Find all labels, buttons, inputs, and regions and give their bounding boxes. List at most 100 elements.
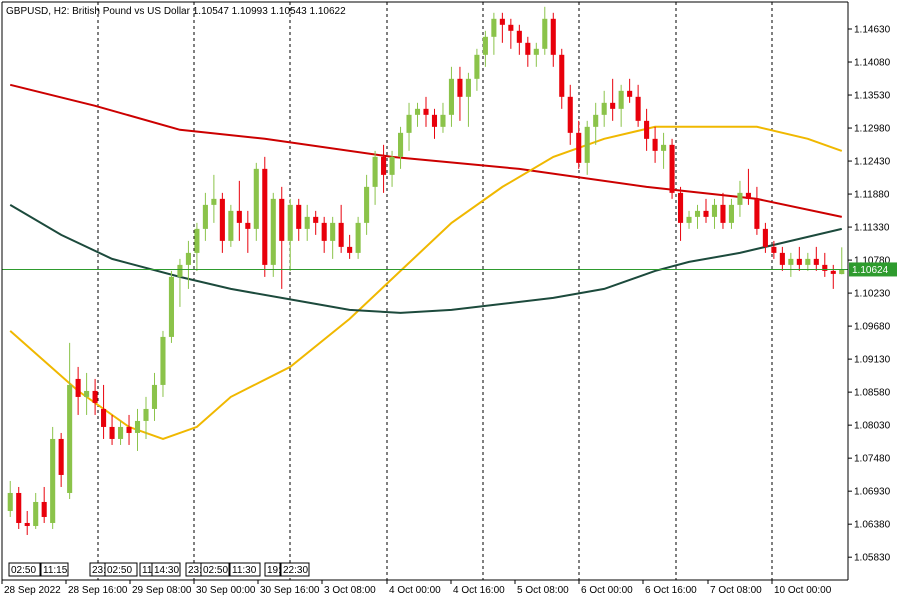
candle[interactable] bbox=[321, 216, 327, 253]
candle[interactable] bbox=[474, 48, 480, 91]
candle[interactable] bbox=[364, 174, 370, 235]
candle[interactable] bbox=[33, 492, 39, 529]
candle[interactable] bbox=[398, 126, 404, 169]
candle[interactable] bbox=[627, 78, 633, 103]
candle[interactable] bbox=[830, 264, 836, 289]
candle[interactable] bbox=[67, 342, 73, 499]
candle[interactable] bbox=[584, 120, 590, 175]
candle[interactable] bbox=[661, 132, 667, 169]
candle[interactable] bbox=[355, 216, 361, 259]
candle[interactable] bbox=[160, 330, 166, 397]
candle[interactable] bbox=[253, 162, 259, 241]
candle[interactable] bbox=[194, 222, 200, 271]
candle[interactable] bbox=[779, 246, 785, 271]
candle[interactable] bbox=[347, 234, 353, 259]
candle[interactable] bbox=[168, 270, 174, 343]
candle[interactable] bbox=[270, 192, 276, 277]
candle[interactable] bbox=[508, 18, 514, 49]
candle[interactable] bbox=[745, 168, 751, 205]
candle[interactable] bbox=[126, 414, 132, 445]
candle[interactable] bbox=[406, 102, 412, 151]
candle[interactable] bbox=[491, 12, 497, 55]
candle[interactable] bbox=[550, 12, 556, 67]
candle[interactable] bbox=[50, 426, 56, 529]
candle[interactable] bbox=[448, 66, 454, 127]
candle[interactable] bbox=[610, 78, 616, 121]
candle[interactable] bbox=[533, 42, 539, 67]
candle[interactable] bbox=[771, 240, 777, 259]
candle[interactable] bbox=[202, 192, 208, 241]
candle[interactable] bbox=[711, 198, 718, 229]
candle[interactable] bbox=[296, 198, 302, 241]
candle[interactable] bbox=[151, 372, 158, 421]
candle[interactable] bbox=[381, 144, 387, 193]
candle[interactable] bbox=[567, 84, 573, 145]
candle[interactable] bbox=[236, 180, 242, 241]
candle[interactable] bbox=[728, 198, 734, 229]
candle[interactable] bbox=[694, 204, 701, 229]
price-axis[interactable]: 1.14630 1.14080 1.13530 1.12980 1.12430 1.118… bbox=[848, 25, 897, 564]
candle[interactable] bbox=[559, 48, 565, 109]
candle[interactable] bbox=[245, 210, 251, 253]
candles[interactable] bbox=[7, 6, 845, 535]
candle[interactable] bbox=[618, 84, 624, 127]
candle[interactable] bbox=[822, 252, 828, 277]
candle[interactable] bbox=[525, 36, 531, 67]
candle[interactable] bbox=[542, 6, 548, 55]
candle[interactable] bbox=[16, 486, 22, 529]
candle[interactable] bbox=[287, 198, 293, 271]
candle[interactable] bbox=[109, 414, 115, 445]
candle[interactable] bbox=[313, 210, 319, 235]
candle[interactable] bbox=[737, 180, 743, 217]
candle[interactable] bbox=[228, 204, 234, 247]
candle[interactable] bbox=[58, 432, 64, 487]
candle[interactable] bbox=[805, 252, 811, 271]
candle[interactable] bbox=[84, 372, 90, 415]
candle[interactable] bbox=[576, 120, 582, 169]
candle[interactable] bbox=[720, 192, 726, 229]
candle[interactable] bbox=[601, 90, 607, 127]
time-axis[interactable]: 28 Sep 2022 28 Sep 16:00 29 Sep 08:00 30 Se… bbox=[1, 580, 832, 596]
candle[interactable] bbox=[330, 216, 336, 259]
candle[interactable] bbox=[338, 204, 344, 253]
candle[interactable] bbox=[482, 30, 488, 67]
candle[interactable] bbox=[262, 156, 268, 277]
candle[interactable] bbox=[762, 222, 768, 253]
candle[interactable] bbox=[516, 24, 522, 55]
candle[interactable] bbox=[703, 198, 709, 223]
candle[interactable] bbox=[440, 102, 446, 133]
candle[interactable] bbox=[686, 210, 692, 229]
candle[interactable] bbox=[669, 138, 675, 199]
candle[interactable] bbox=[24, 510, 30, 535]
candle[interactable] bbox=[431, 108, 438, 139]
candle[interactable] bbox=[635, 84, 641, 127]
candle[interactable] bbox=[118, 420, 124, 445]
candle[interactable] bbox=[219, 192, 225, 253]
candle[interactable] bbox=[465, 72, 471, 127]
candle[interactable] bbox=[177, 258, 183, 307]
candle[interactable] bbox=[813, 246, 819, 271]
candle[interactable] bbox=[7, 480, 13, 517]
candle[interactable] bbox=[279, 186, 285, 289]
candle[interactable] bbox=[185, 240, 191, 289]
candle[interactable] bbox=[92, 378, 98, 415]
candle[interactable] bbox=[414, 102, 421, 127]
candle[interactable] bbox=[134, 408, 141, 451]
candle[interactable] bbox=[211, 174, 217, 223]
candle[interactable] bbox=[678, 186, 684, 241]
candle[interactable] bbox=[796, 246, 802, 271]
candle[interactable] bbox=[372, 150, 378, 205]
candle[interactable] bbox=[754, 186, 760, 235]
candle[interactable] bbox=[652, 126, 658, 163]
candle[interactable] bbox=[644, 108, 650, 151]
candle[interactable] bbox=[41, 486, 47, 523]
candle[interactable] bbox=[423, 96, 429, 127]
candle[interactable] bbox=[143, 396, 149, 439]
candle[interactable] bbox=[499, 12, 505, 43]
candle[interactable] bbox=[101, 384, 107, 439]
candle[interactable] bbox=[593, 102, 599, 145]
candle[interactable] bbox=[788, 252, 794, 277]
candle[interactable] bbox=[389, 150, 395, 187]
